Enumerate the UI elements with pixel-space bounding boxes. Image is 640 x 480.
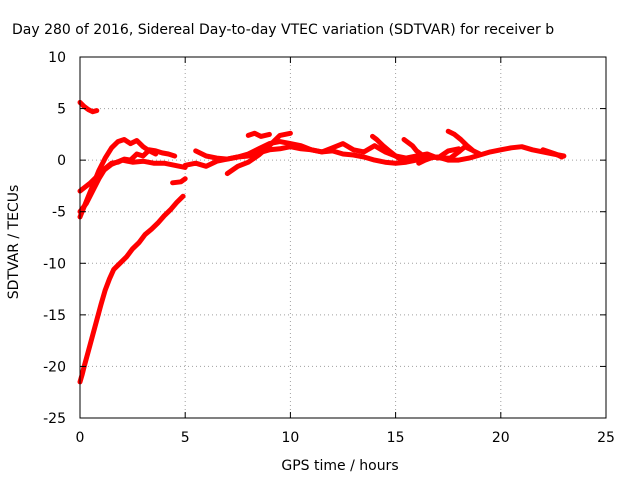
x-tick-label: 0 [76,430,85,446]
series-track-d [77,147,178,215]
chart-title: Day 280 of 2016, Sidereal Day-to-day VTE… [12,22,554,38]
series-track-i [224,130,293,177]
series-track-a [77,99,100,115]
series-track-k [370,133,411,164]
y-tick-label: 10 [48,50,66,66]
x-tick-label: 20 [492,430,510,446]
series-track-h [193,139,462,162]
y-tick-label: -15 [43,308,66,324]
x-axis-label: GPS time / hours [281,458,398,474]
y-tick-label: -5 [52,205,66,221]
y-axis-label: SDTVAR / TECUs [6,185,22,300]
y-tick-label: -10 [43,256,66,272]
plot-frame [79,56,607,419]
x-tick-label: 10 [281,430,299,446]
y-tick-label: -20 [43,359,66,375]
series-track-n [445,128,483,157]
y-tick-labels: -25 -20 -15 -10 -5 0 5 10 [43,50,66,427]
y-tick-label: -25 [43,411,66,427]
series-track-f [170,176,188,186]
series-track-b [77,137,159,220]
series-track-m [416,144,474,166]
data-series [77,99,567,385]
series-track-e [77,193,186,385]
x-tick-label: 25 [597,430,615,446]
grid-lines [80,57,606,418]
x-tick-labels: 0 5 10 15 20 25 [76,430,615,446]
series-track-j [245,130,272,139]
y-tick-label: 5 [57,102,66,118]
series-track-l [401,137,424,157]
axis-ticks [79,56,607,419]
series-track-o [540,147,565,160]
y-tick-label: 0 [57,153,66,169]
x-tick-label: 15 [387,430,405,446]
series-track-c [77,157,188,194]
x-tick-label: 5 [181,430,190,446]
